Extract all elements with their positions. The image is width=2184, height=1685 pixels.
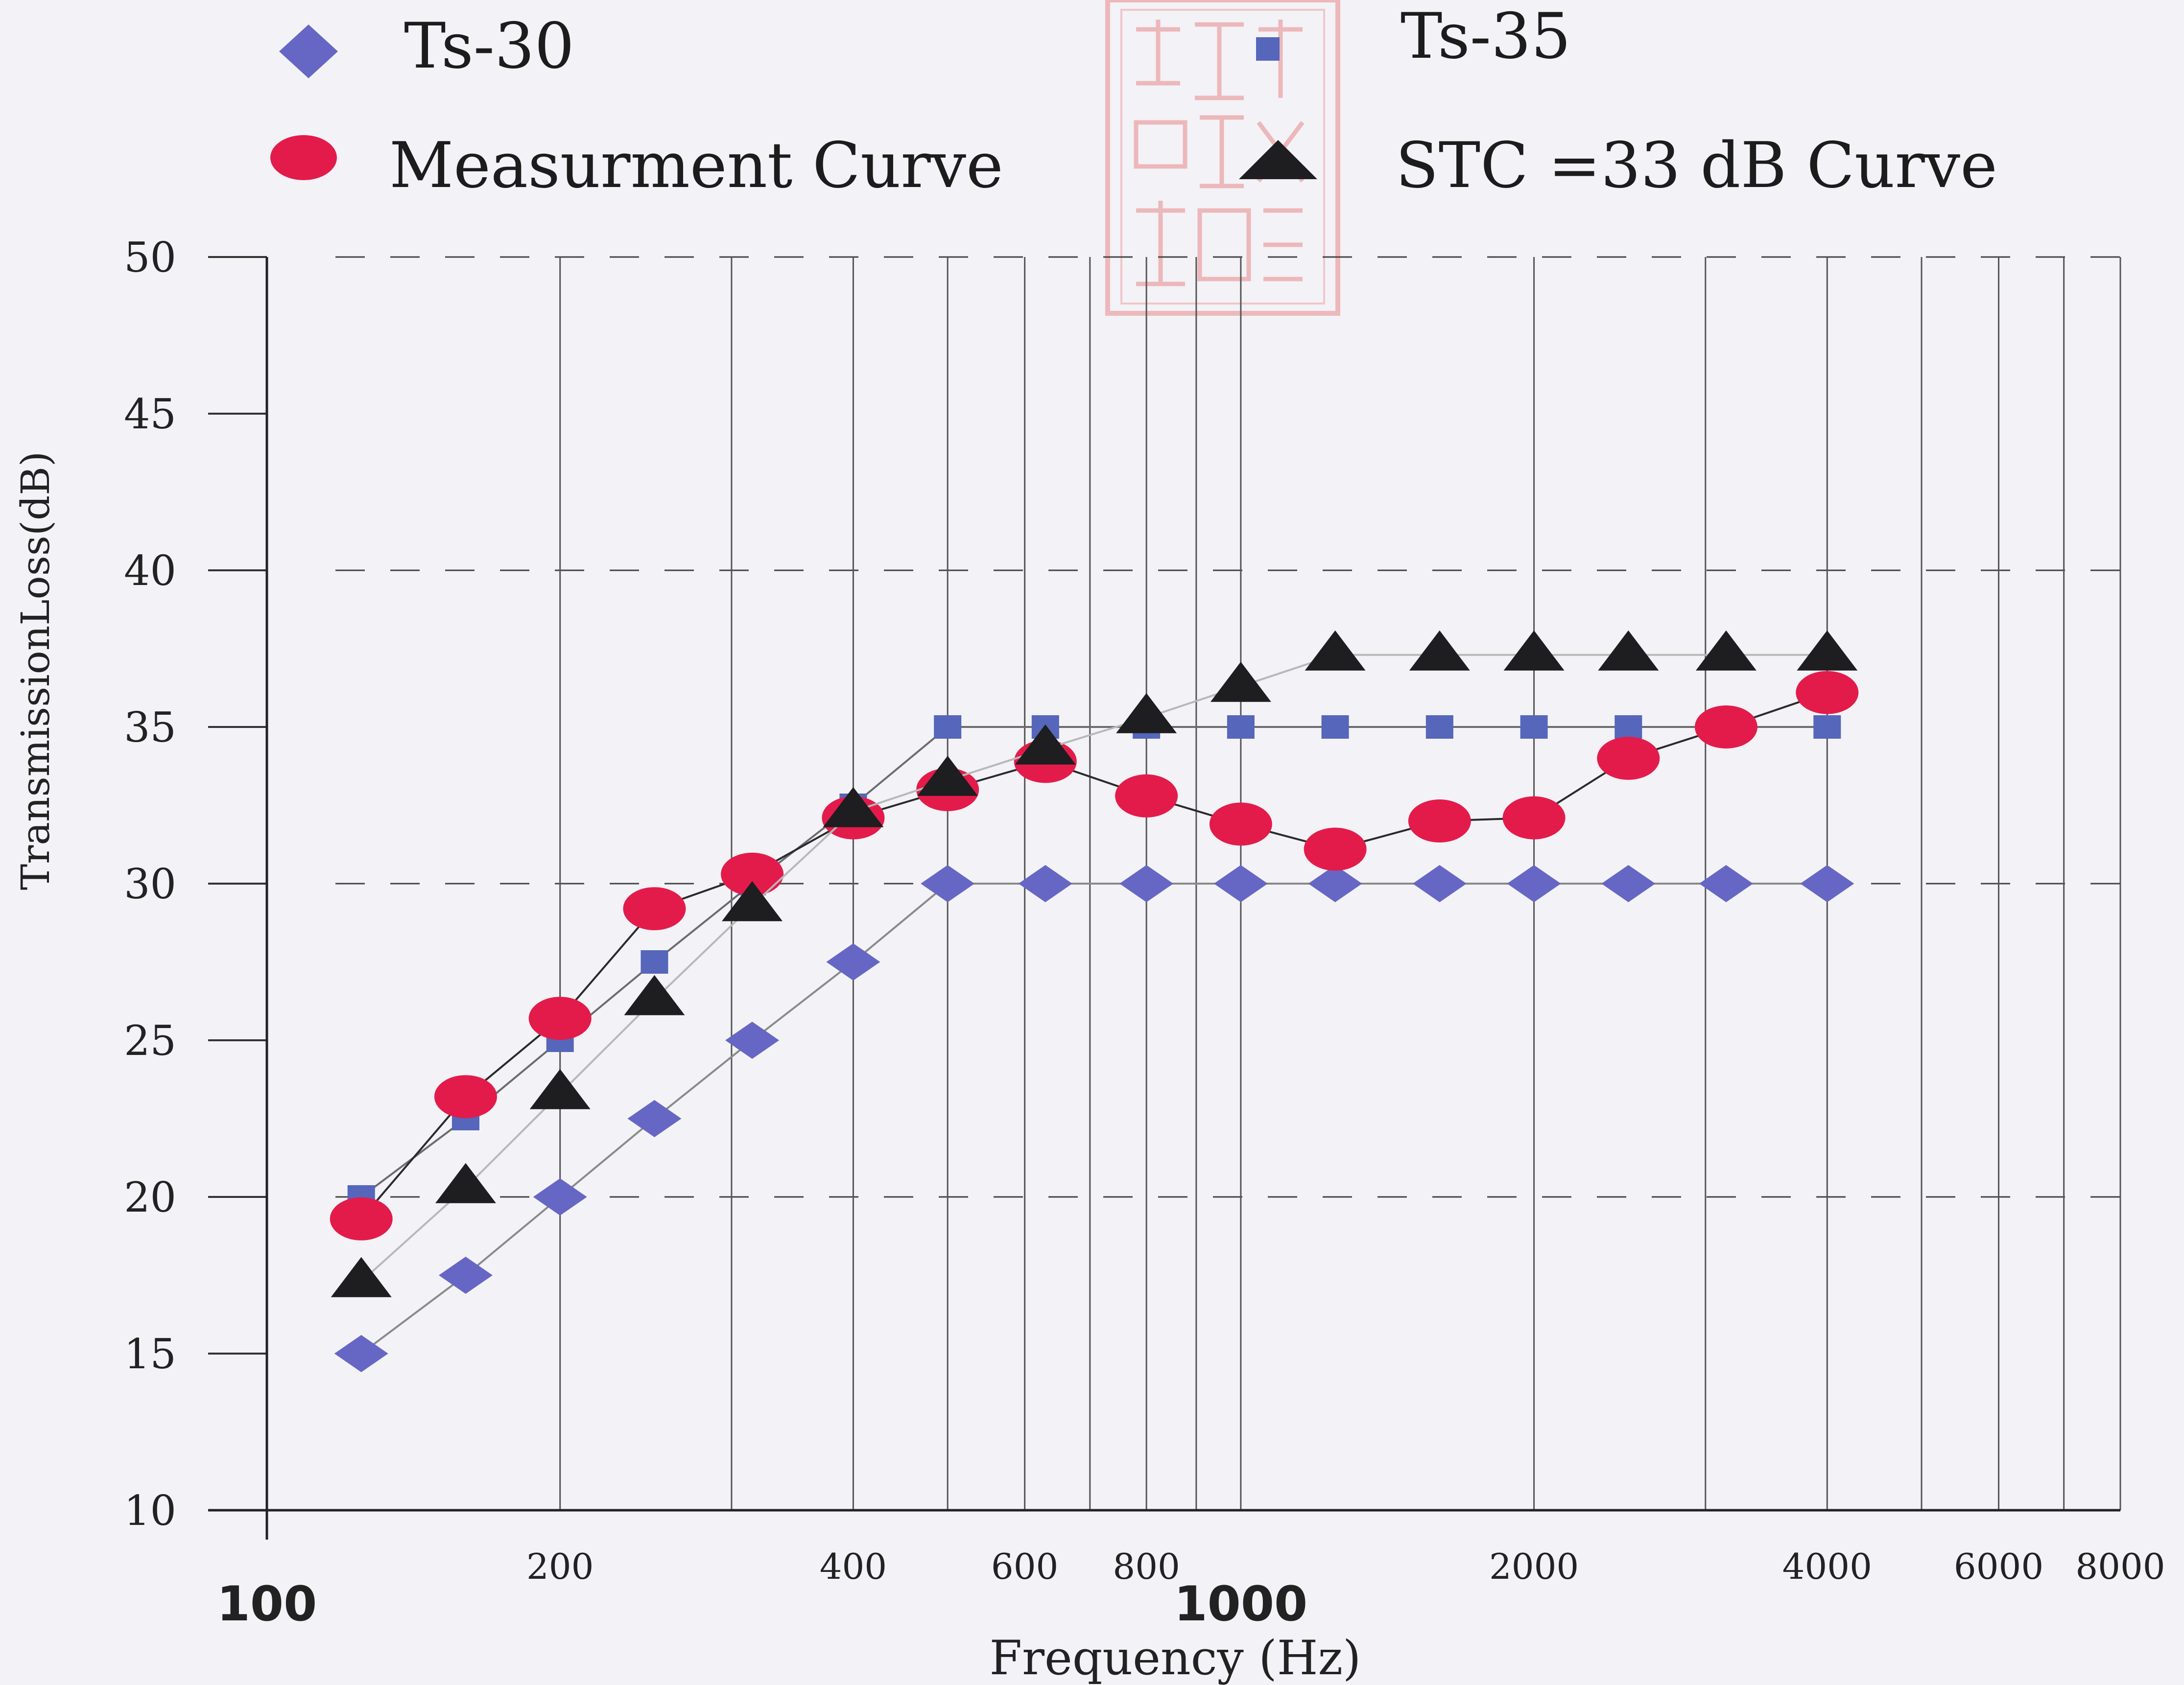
data-point-triangle bbox=[1015, 724, 1076, 765]
data-point-diamond bbox=[334, 1335, 388, 1372]
series-line-measurement bbox=[360, 691, 1828, 1220]
y-tick-label: 45 bbox=[124, 390, 176, 438]
y-tick-label: 20 bbox=[124, 1173, 176, 1221]
data-point-diamond bbox=[1018, 865, 1072, 902]
data-point-triangle bbox=[1797, 630, 1858, 671]
data-point-diamond bbox=[1507, 865, 1561, 902]
data-point-triangle bbox=[1409, 630, 1470, 671]
data-point-triangle bbox=[823, 787, 884, 827]
data-point-circle bbox=[1796, 671, 1859, 714]
legend-label-measurement: Measurment Curve bbox=[389, 129, 1003, 202]
data-point-triangle bbox=[331, 1257, 392, 1297]
legend-label-stc: STC =33 dB Curve bbox=[1396, 129, 1997, 202]
legend-item-measurement: Measurment Curve bbox=[270, 129, 1003, 202]
legend: Ts-30 Ts-35 Measurment Curve STC =33 dB … bbox=[270, 0, 1997, 202]
data-point-triangle bbox=[1210, 661, 1271, 702]
data-point-triangle bbox=[435, 1163, 496, 1203]
legend-label-ts35: Ts-35 bbox=[1401, 0, 1571, 73]
legend-diamond-icon bbox=[279, 24, 338, 78]
y-tick-label: 40 bbox=[124, 547, 176, 595]
y-tick-label: 30 bbox=[124, 860, 176, 908]
data-point-triangle bbox=[1305, 630, 1366, 671]
legend-item-ts35: Ts-35 bbox=[1256, 0, 1571, 73]
data-point-circle bbox=[1597, 737, 1660, 780]
data-point-diamond bbox=[1800, 865, 1854, 902]
series-ts30 bbox=[334, 865, 1854, 1372]
data-point-square bbox=[1425, 715, 1453, 739]
x-tick-label: 400 bbox=[820, 1546, 887, 1587]
data-point-circle bbox=[721, 852, 784, 896]
data-point-triangle bbox=[1695, 630, 1757, 671]
x-tick-label: 600 bbox=[991, 1546, 1058, 1587]
series-measurement bbox=[330, 671, 1859, 1240]
data-point-circle bbox=[1115, 774, 1178, 818]
data-point-circle bbox=[1694, 705, 1757, 749]
x-tick-label: 4000 bbox=[1782, 1546, 1872, 1587]
series-ts35 bbox=[347, 715, 1841, 1209]
data-point-triangle bbox=[1503, 630, 1565, 671]
data-point-triangle bbox=[722, 881, 783, 921]
data-point-square bbox=[641, 950, 668, 974]
data-point-diamond bbox=[438, 1257, 493, 1294]
data-point-circle bbox=[434, 1075, 497, 1119]
data-point-diamond bbox=[1601, 865, 1656, 902]
data-point-diamond bbox=[1213, 865, 1268, 902]
data-point-circle bbox=[330, 1197, 393, 1240]
data-point-triangle bbox=[917, 755, 978, 796]
x-tick-label: 2000 bbox=[1489, 1546, 1579, 1587]
x-tick-label: 800 bbox=[1113, 1546, 1180, 1587]
legend-label-ts30: Ts-30 bbox=[404, 10, 574, 83]
x-tick-label: 6000 bbox=[1954, 1546, 2043, 1587]
data-point-diamond bbox=[725, 1022, 780, 1059]
data-point-circle bbox=[1304, 827, 1367, 871]
data-point-diamond bbox=[1119, 865, 1174, 902]
data-point-square bbox=[1520, 715, 1548, 739]
data-point-square bbox=[1321, 715, 1349, 739]
data-point-square bbox=[934, 715, 962, 739]
data-point-square bbox=[1813, 715, 1841, 739]
series-line-ts30 bbox=[360, 883, 1828, 1355]
seal-stamp bbox=[1105, 0, 1340, 316]
y-tick-label: 50 bbox=[124, 234, 176, 281]
data-point-triangle bbox=[624, 975, 685, 1015]
data-point-circle bbox=[1502, 796, 1566, 840]
data-point-triangle bbox=[529, 1069, 591, 1109]
series-layer bbox=[330, 630, 1859, 1372]
data-point-diamond bbox=[1308, 865, 1362, 902]
data-point-circle bbox=[1209, 802, 1272, 846]
x-major-tick-label: 100 bbox=[217, 1576, 317, 1632]
data-point-diamond bbox=[533, 1178, 587, 1216]
data-point-triangle bbox=[1598, 630, 1659, 671]
data-point-diamond bbox=[1412, 865, 1467, 902]
data-point-diamond bbox=[627, 1100, 682, 1137]
data-point-circle bbox=[623, 887, 686, 931]
data-point-diamond bbox=[1699, 865, 1753, 902]
legend-item-ts30: Ts-30 bbox=[279, 10, 574, 83]
data-point-diamond bbox=[921, 865, 975, 902]
data-point-circle bbox=[1408, 799, 1471, 842]
series-line-ts35 bbox=[360, 726, 1828, 1198]
data-point-circle bbox=[528, 997, 592, 1040]
y-tick-label: 35 bbox=[124, 703, 176, 751]
y-axis-title: TransmissionLoss(dB) bbox=[13, 451, 58, 890]
y-tick-label: 10 bbox=[124, 1487, 176, 1535]
data-point-square bbox=[1614, 715, 1642, 739]
legend-square-icon bbox=[1256, 37, 1280, 61]
y-tick-label: 25 bbox=[124, 1017, 176, 1065]
series-stc bbox=[331, 630, 1858, 1297]
legend-triangle-icon bbox=[1239, 140, 1317, 179]
data-point-square bbox=[1227, 715, 1255, 739]
x-major-tick-label: 1000 bbox=[1174, 1576, 1307, 1632]
y-tick-label: 15 bbox=[124, 1330, 176, 1378]
x-tick-label: 200 bbox=[526, 1546, 593, 1587]
x-tick-label: 8000 bbox=[2075, 1546, 2165, 1587]
data-point-diamond bbox=[826, 943, 880, 981]
legend-item-stc: STC =33 dB Curve bbox=[1239, 129, 1997, 202]
legend-circle-icon bbox=[270, 135, 337, 180]
x-axis-title: Frequency (Hz) bbox=[990, 1631, 1361, 1685]
data-point-triangle bbox=[1116, 693, 1177, 733]
series-line-stc bbox=[360, 654, 1828, 1283]
axes: 50 45 40 35 30 25 20 15 10 200 400 600 800 2000 4000 60… bbox=[124, 234, 2165, 1632]
